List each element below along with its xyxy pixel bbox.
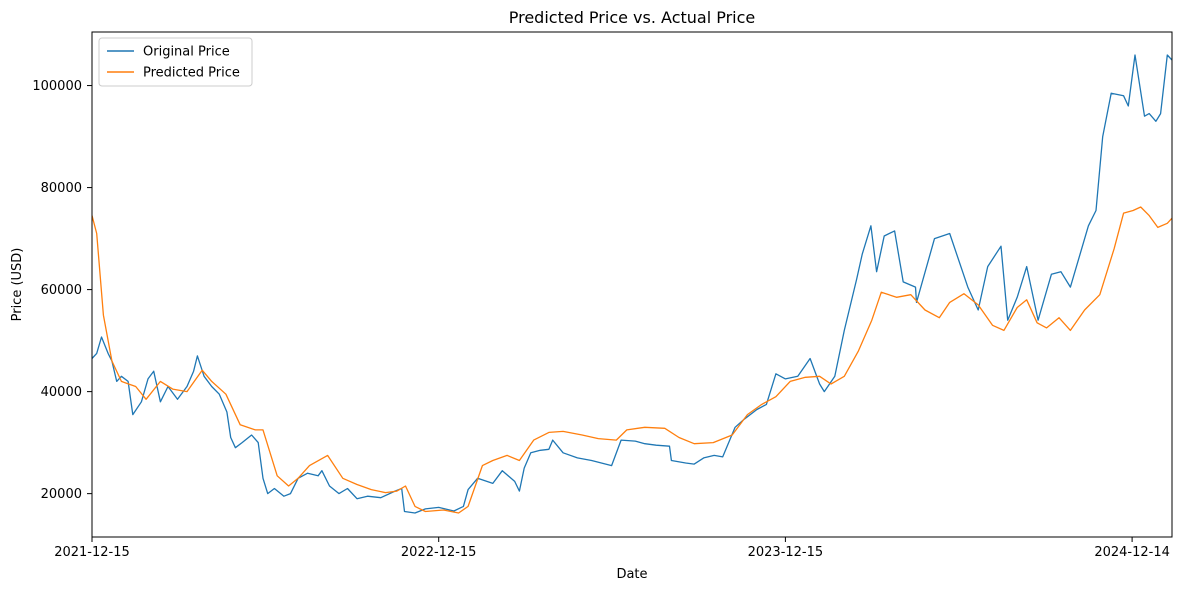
chart-title: Predicted Price vs. Actual Price [509,8,756,27]
y-tick-label: 20000 [41,487,82,502]
legend-label-original-price: Original Price [143,45,230,60]
y-axis-title: Price (USD) [10,248,25,322]
series-line-original-price [92,54,1172,514]
y-axis: 20000 40000 60000 80000 100000 [32,79,92,502]
y-tick-label: 80000 [41,181,82,196]
legend: Original Price Predicted Price [98,37,253,87]
series-layer [92,54,1172,514]
y-tick-label: 40000 [41,385,82,400]
plot-area [91,31,1173,538]
y-tick-label: 60000 [41,283,82,298]
x-axis-title: Date [616,567,647,582]
plot-frame [91,31,1173,538]
x-tick-label: 2024-12-14 [1094,545,1170,560]
x-tick-label: 2022-12-15 [401,545,477,560]
y-tick-label: 100000 [32,79,82,94]
legend-box [98,37,253,87]
series-line-predicted-price [92,206,1172,514]
x-tick-label: 2023-12-15 [748,545,824,560]
x-tick-label: 2021-12-15 [54,545,130,560]
x-axis: 2021-12-15 2022-12-15 2023-12-15 2024-12-14 [54,537,1170,560]
legend-label-predicted-price: Predicted Price [143,66,240,81]
